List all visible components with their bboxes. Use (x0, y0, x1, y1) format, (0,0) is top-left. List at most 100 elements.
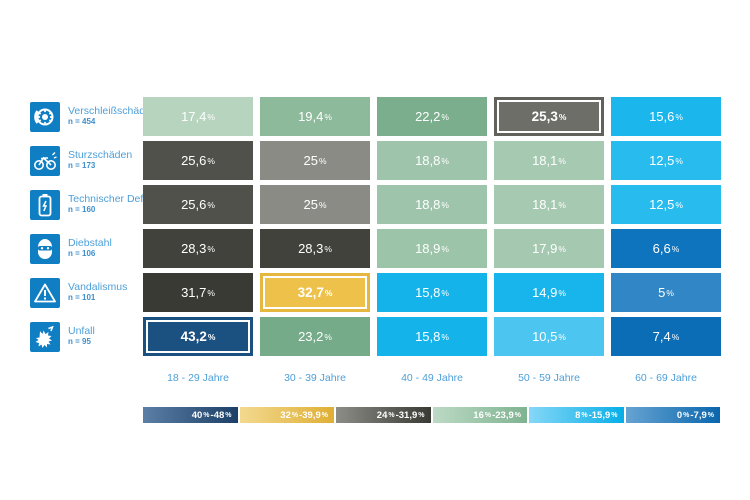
heatmap-cell: 15,6% (611, 97, 721, 136)
heatmap-cell: 18,1% (494, 185, 604, 224)
heatmap-cell: 17,9% (494, 229, 604, 268)
legend-low: 32 (280, 409, 291, 421)
percent-sign: % (675, 155, 683, 166)
percent-sign: % (558, 199, 566, 210)
percent-sign: % (611, 411, 618, 419)
age-group-header: 60 - 69 Jahre (635, 372, 697, 384)
percent-sign: % (225, 411, 232, 419)
heatmap-cell: 25,3% (494, 97, 604, 136)
percent-sign: % (324, 243, 332, 254)
row-title: Verschleißschäden (68, 104, 157, 117)
cell-value: 12,5 (649, 153, 675, 168)
heatmap-cell: 6,6% (611, 229, 721, 268)
legend-high: 48 (213, 409, 225, 421)
legend-range: 32% - 39,9% (239, 407, 334, 423)
legend-high: 39,9 (302, 409, 321, 421)
percent-sign: % (441, 331, 449, 342)
heatmap-cell: 12,5% (611, 141, 721, 180)
percent-sign: % (558, 111, 567, 122)
cell-value: 28,3 (298, 241, 324, 256)
legend-low: 16 (473, 409, 484, 421)
heatmap-cell: 12,5% (611, 185, 721, 224)
cell-value: 19,4 (298, 109, 324, 124)
percent-sign: % (318, 155, 327, 166)
cell-value: 18,9 (415, 241, 441, 256)
color-legend: 40% - 48% 32% - 39,9% 24% - 31,9% 16% - 23,… (143, 407, 720, 423)
cell-value: 17,4 (181, 109, 207, 124)
cell-value: 43,2 (180, 329, 207, 344)
cell-value: 6,6 (652, 241, 671, 256)
percent-sign: % (683, 411, 690, 419)
row-title: Sturzschäden (68, 148, 133, 161)
percent-sign: % (441, 199, 449, 210)
age-group-header: 30 - 39 Jahre (284, 372, 346, 384)
percent-sign: % (671, 331, 680, 342)
percent-sign: % (324, 331, 332, 342)
percent-sign: % (203, 411, 210, 419)
percent-sign: % (207, 331, 216, 342)
row-sample-size: n = 101 (68, 293, 96, 303)
percent-sign: % (291, 411, 299, 419)
warning-triangle-icon (30, 277, 60, 308)
percent-sign: % (207, 243, 215, 254)
cell-value: 7,4 (652, 329, 671, 344)
cell-value: 32,7 (297, 285, 324, 300)
percent-sign: % (707, 411, 714, 419)
percent-sign: % (441, 155, 449, 166)
row-title: Technischer Defekt (68, 192, 158, 205)
heatmap-cell: 18,1% (494, 141, 604, 180)
percent-sign: % (666, 287, 674, 298)
row-label: Diebstahl n = 106 (30, 229, 136, 268)
row-sample-size: n = 106 (68, 249, 96, 259)
percent-sign: % (671, 243, 680, 254)
bicycle-crash-icon (30, 145, 60, 176)
heatmap-cell: 31,7% (143, 273, 253, 312)
heatmap-cell: 18,9% (377, 229, 487, 268)
percent-sign: % (441, 243, 449, 254)
percent-sign: % (514, 411, 521, 419)
row-label: Verschleißschäden n = 454 (30, 97, 157, 136)
cell-value: 25,3 (531, 109, 558, 124)
cell-value: 23,2 (298, 329, 324, 344)
cell-value: 18,1 (532, 153, 558, 168)
heatmap-cell: 10,5% (494, 317, 604, 356)
age-group-header: 40 - 49 Jahre (401, 372, 463, 384)
cell-value: 10,5 (532, 329, 558, 344)
legend-high: 31,9 (398, 409, 418, 421)
age-group-header: 50 - 59 Jahre (518, 372, 580, 384)
percent-sign: % (207, 287, 215, 298)
cell-value: 15,6 (649, 109, 675, 124)
percent-sign: % (558, 155, 566, 166)
row-sample-size: n = 95 (68, 337, 91, 347)
brake-pad-icon (30, 101, 60, 132)
cell-value: 25 (303, 197, 318, 212)
legend-range: 24% - 31,9% (336, 407, 431, 423)
percent-sign: % (418, 411, 425, 419)
row-sample-size: n = 173 (68, 161, 96, 171)
heatmap-cell: 5% (611, 273, 721, 312)
heatmap-matrix: Verschleißschäden n = 454 17,4% 19,4% 22,2% 2… (30, 97, 721, 356)
percent-sign: % (675, 111, 683, 122)
percent-sign: % (484, 411, 492, 419)
column-headers: 18 - 29 Jahre 30 - 39 Jahre 40 - 49 Jahre 5… (143, 372, 721, 384)
cell-value: 15,8 (415, 285, 441, 300)
legend-low: 0 (676, 409, 683, 421)
heatmap-cell: 32,7% (260, 273, 370, 312)
percent-sign: % (388, 411, 395, 419)
heatmap-cell: 22,2% (377, 97, 487, 136)
legend-low: 8 (575, 409, 581, 421)
cell-value: 18,1 (532, 197, 558, 212)
row-label: Sturzschäden n = 173 (30, 141, 136, 180)
cell-value: 28,3 (181, 241, 207, 256)
percent-sign: % (558, 287, 566, 298)
heatmap-cell: 17,4% (143, 97, 253, 136)
percent-sign: % (558, 243, 566, 254)
percent-sign: % (207, 111, 215, 122)
legend-low: 24 (376, 409, 388, 421)
legend-high: 23,9 (495, 409, 514, 421)
legend-high: 7,9 (693, 409, 707, 421)
percent-sign: % (558, 331, 566, 342)
cell-value: 12,5 (649, 197, 675, 212)
heatmap-cell: 19,4% (260, 97, 370, 136)
